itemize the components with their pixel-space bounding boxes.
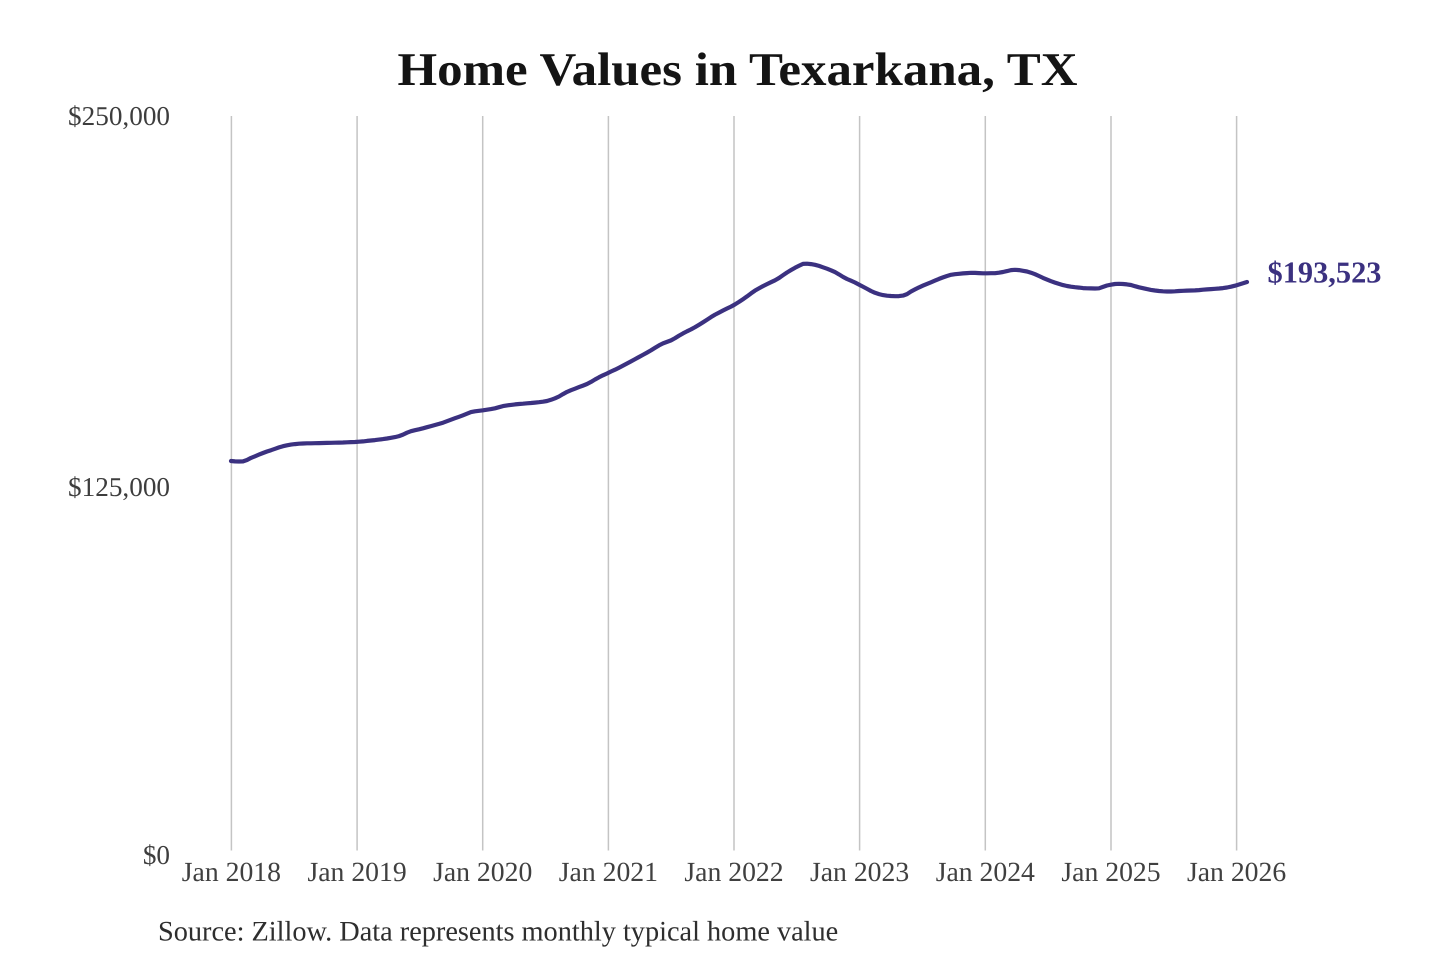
- svg-text:Jan 2019: Jan 2019: [307, 856, 406, 887]
- svg-text:Jan 2026: Jan 2026: [1187, 856, 1286, 887]
- svg-text:$250,000: $250,000: [68, 101, 170, 131]
- svg-text:Jan 2020: Jan 2020: [433, 856, 532, 887]
- svg-text:Jan 2018: Jan 2018: [182, 856, 281, 887]
- svg-text:Jan 2023: Jan 2023: [810, 856, 909, 887]
- svg-text:$125,000: $125,000: [68, 472, 170, 502]
- svg-text:$193,523: $193,523: [1268, 256, 1382, 290]
- svg-text:Jan 2025: Jan 2025: [1061, 856, 1160, 887]
- svg-text:Source: Zillow. Data represent: Source: Zillow. Data represents monthly …: [158, 917, 838, 948]
- svg-text:Home Values in Texarkana, TX: Home Values in Texarkana, TX: [398, 44, 1078, 96]
- svg-text:Jan 2022: Jan 2022: [684, 856, 783, 887]
- svg-text:Jan 2021: Jan 2021: [559, 856, 658, 887]
- svg-text:Jan 2024: Jan 2024: [936, 856, 1035, 887]
- svg-text:$0: $0: [143, 840, 170, 870]
